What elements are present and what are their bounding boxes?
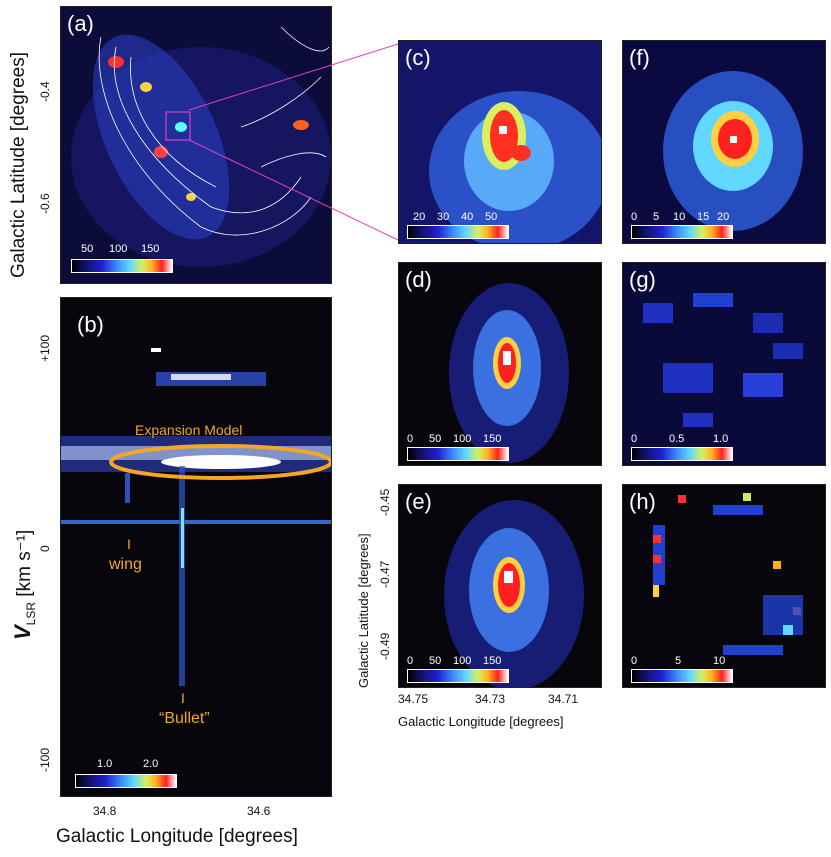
vlsr-subscript: LSR [23,601,38,626]
panel-g-colorbar [631,447,733,461]
panel-b-xtick: 34.8 [93,804,117,818]
panel-b-ytick: 0 [38,545,52,552]
bullet-label: “Bullet” [159,710,210,727]
panel-b-ylabel: VLSR [km s⁻¹] [10,530,38,640]
panel-c-image [399,41,601,243]
panel-b-ytick: -100 [38,747,52,772]
panel-e-xtick: 34.73 [475,692,506,706]
bullet-tick: I [181,690,185,706]
panel-b-label: (b) [77,312,104,337]
panel-h-cbar-tick: 5 [675,655,682,667]
wing-label: wing [109,556,142,573]
panel-b-image [61,298,331,796]
panel-d-cbar-tick: 0 [407,433,414,445]
panel-b-cbar-tick: 2.0 [143,758,159,770]
panel-e-xtick: 34.75 [398,692,429,706]
panel-c-colorbar [407,225,509,239]
panel-f-cbar-tick: 15 [697,211,710,223]
panel-e-xlabel: Galactic Longitude [degrees] [398,714,564,729]
panel-e-label: (e) [405,489,432,514]
panel-f-cbar-tick: 5 [653,211,660,223]
panel-a-ytick: -0.6 [38,193,52,214]
panel-f-colorbar [631,225,733,239]
panel-c-label: (c) [405,45,431,70]
vlsr-unit: [km s⁻¹] [14,529,35,602]
panel-a-cbar-tick: 150 [141,243,160,255]
panel-g-map: (g) 0 0.5 1.0 [622,262,826,466]
panel-a-ylabel: Galactic Latitude [degrees] [8,51,29,278]
panel-f-label: (f) [629,45,650,70]
panel-b-xtick: 34.6 [247,804,271,818]
panel-e-cbar-tick: 0 [407,655,414,667]
panel-a-map: (a) 50 100 150 [60,6,332,284]
panel-e-ytick: -0.45 [378,488,392,516]
panel-f-cbar-tick: 20 [717,211,730,223]
panel-e-xtick: 34.71 [548,692,579,706]
panel-d-cbar-tick: 150 [483,433,502,445]
panel-e-ytick: -0.49 [378,632,392,660]
panel-e-cbar-tick: 50 [429,655,442,667]
panel-d-map: (d) 0 50 100 150 [398,262,602,466]
wing-tick: I [127,536,131,552]
panel-d-colorbar [407,447,509,461]
panel-g-cbar-tick: 0.5 [669,433,685,445]
panel-h-cbar-tick: 10 [713,655,726,667]
panel-g-image [623,263,825,465]
panel-d-image [399,263,601,465]
panel-c-cbar-tick: 40 [461,211,474,223]
panel-e-colorbar [407,669,509,683]
panel-a-label: (a) [67,11,94,36]
panel-g-cbar-tick: 1.0 [713,433,729,445]
panel-f-image [623,41,825,243]
panel-a-cbar-tick: 100 [109,243,128,255]
panel-d-cbar-tick: 50 [429,433,442,445]
panel-a-image [61,7,331,283]
panel-h-image [623,485,825,687]
panel-e-map: (e) 0 50 100 150 [398,484,602,688]
panel-h-colorbar [631,669,733,683]
panel-d-cbar-tick: 100 [453,433,472,445]
expansion-model-label: Expansion Model [135,422,243,438]
panel-a-cbar-tick: 50 [81,243,94,255]
panel-h-cbar-tick: 0 [631,655,638,667]
panel-f-cbar-tick: 10 [673,211,686,223]
vlsr-symbol: V [10,625,35,640]
panel-h-map: (h) 0 5 10 [622,484,826,688]
panel-b-cbar-tick: 1.0 [97,758,113,770]
panel-a-colorbar [71,259,173,273]
panel-e-image [399,485,601,687]
panel-e-ytick: -0.47 [378,560,392,588]
panel-c-map: (c) 20 30 40 50 [398,40,602,244]
panel-c-cbar-tick: 50 [485,211,498,223]
panel-b-ytick: +100 [38,334,52,362]
panel-f-cbar-tick: 0 [631,211,638,223]
panel-c-cbar-tick: 30 [437,211,450,223]
panel-b-colorbar [75,774,177,788]
panel-g-label: (g) [629,267,656,292]
panel-c-cbar-tick: 20 [413,211,426,223]
panel-h-label: (h) [629,489,656,514]
panel-e-ylabel: Galactic Latitude [degrees] [356,533,371,688]
panel-e-cbar-tick: 100 [453,655,472,667]
panel-a-ytick: -0.4 [38,81,52,102]
panel-b-pv-diagram: (b) Expansion Model I wing I “Bullet” 1.… [60,297,332,797]
panel-d-label: (d) [405,267,432,292]
panel-b-xlabel: Galactic Longitude [degrees] [56,826,298,847]
panel-g-cbar-tick: 0 [631,433,638,445]
panel-e-cbar-tick: 150 [483,655,502,667]
panel-f-map: (f) 0 5 10 15 20 [622,40,826,244]
